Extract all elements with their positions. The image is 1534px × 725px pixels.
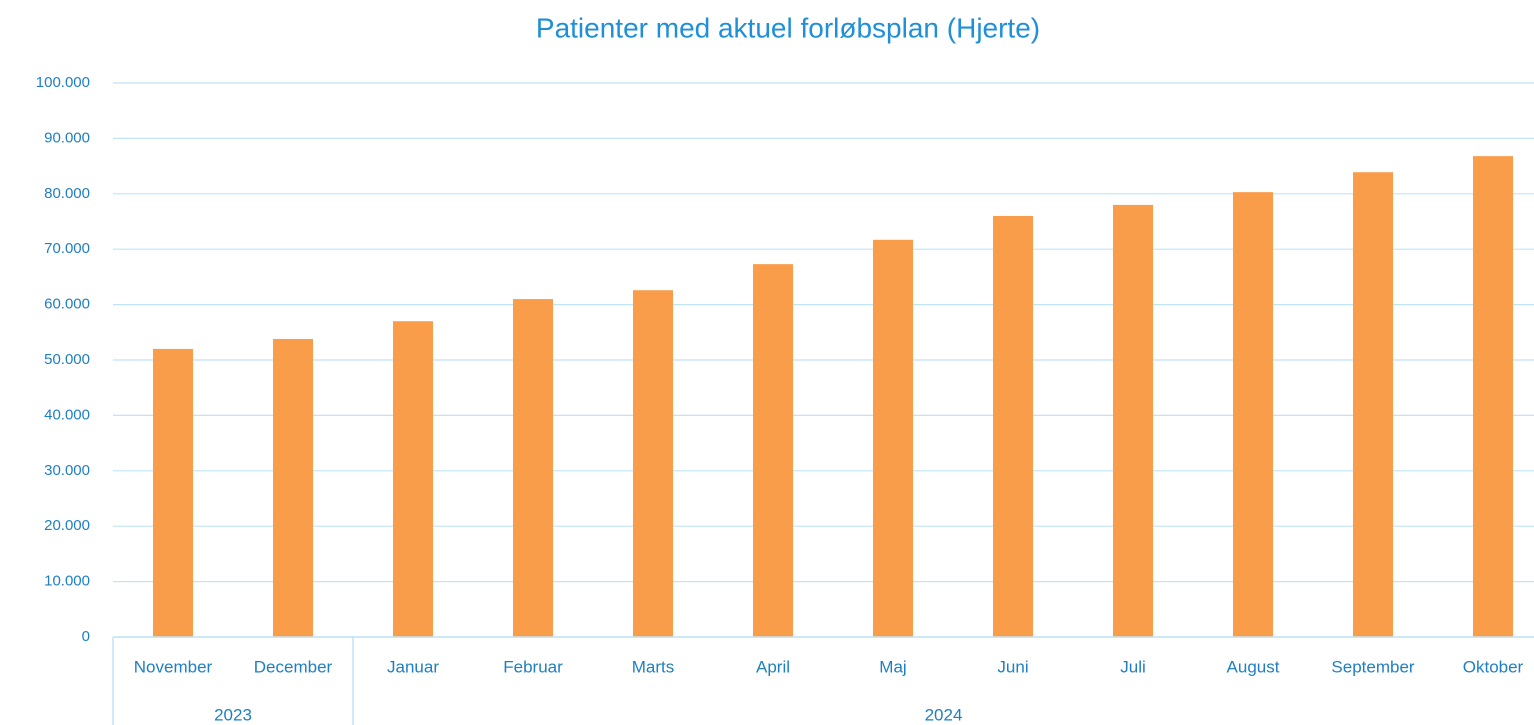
y-tick-label: 30.000 (44, 462, 90, 479)
x-tick-label: Maj (879, 657, 906, 676)
bar (873, 239, 913, 638)
x-tick-label: Januar (387, 657, 439, 676)
x-tick-label: September (1331, 657, 1414, 676)
bar (1113, 204, 1153, 637)
y-tick-label: 0 (82, 628, 90, 645)
x-tick-label: Oktober (1463, 657, 1524, 676)
bar (753, 264, 793, 637)
x-tick-label: Juni (997, 657, 1028, 676)
bar (153, 348, 193, 637)
y-tick-label: 20.000 (44, 517, 90, 534)
bar (513, 299, 553, 637)
group-label: 2024 (925, 705, 963, 724)
bar (633, 290, 673, 637)
y-tick-label: 80.000 (44, 185, 90, 202)
x-tick-label: April (756, 657, 790, 676)
bar (1353, 172, 1393, 637)
chart-title: Patienter med aktuel forløbsplan (Hjerte… (536, 12, 1040, 43)
group-label: 2023 (214, 705, 252, 724)
y-tick-label: 60.000 (44, 296, 90, 313)
y-tick-label: 70.000 (44, 240, 90, 257)
bar (393, 321, 433, 637)
x-tick-label: August (1227, 657, 1280, 676)
x-tick-label: Juli (1120, 657, 1146, 676)
y-tick-label: 10.000 (44, 573, 90, 590)
bar (273, 338, 313, 637)
y-tick-label: 40.000 (44, 406, 90, 423)
y-tick-label: 50.000 (44, 351, 90, 368)
x-tick-label: Februar (503, 657, 563, 676)
bar (993, 215, 1033, 637)
bar (1233, 192, 1273, 637)
x-tick-label: Marts (632, 657, 675, 676)
y-tick-label: 100.000 (36, 74, 90, 91)
x-tick-label: December (254, 657, 333, 676)
bar (1473, 156, 1513, 638)
x-tick-label: November (134, 657, 213, 676)
y-tick-label: 90.000 (44, 129, 90, 146)
